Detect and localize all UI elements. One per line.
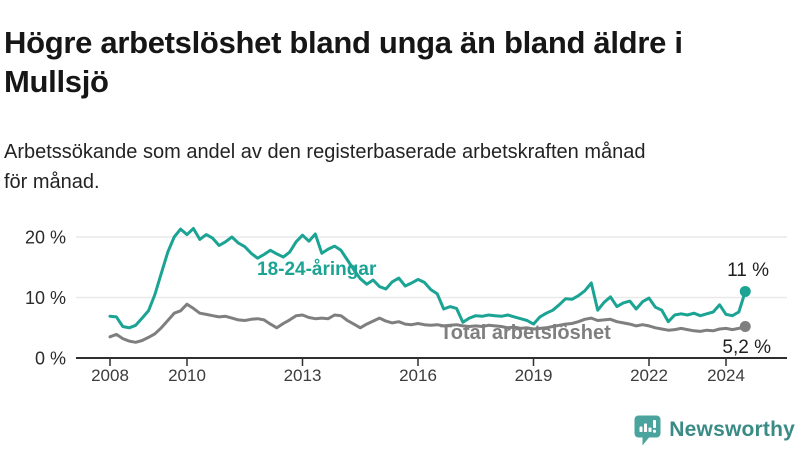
y-axis-tick-label: 0 % bbox=[35, 349, 66, 369]
y-axis-tick-label: 10 % bbox=[25, 288, 66, 308]
series-line-total bbox=[108, 302, 747, 344]
x-axis-tick-label: 2024 bbox=[707, 366, 745, 385]
series-end-dot-youth bbox=[739, 285, 751, 297]
line-chart: 0 % 10 % 20 % 2008 2010 2013 2016 2019 2022 2024 1… bbox=[0, 210, 800, 400]
end-value-label-total: 5,2 % bbox=[722, 337, 771, 358]
series-end-dot-total bbox=[739, 321, 751, 333]
x-axis-tick-label: 2013 bbox=[284, 366, 322, 385]
series-label-total: Total arbetslöshet bbox=[440, 322, 611, 344]
newsworthy-logo: Newsworthy bbox=[634, 413, 795, 447]
chart-speech-bubble-icon bbox=[634, 415, 661, 445]
x-axis-tick-label: 2019 bbox=[515, 366, 553, 385]
y-axis-tick-label: 20 % bbox=[25, 228, 66, 248]
logo-wordmark: Newsworthy bbox=[669, 418, 795, 441]
chart-canvas: 0 % 10 % 20 % 2008 2010 2013 2016 2019 2022 2024 1… bbox=[25, 227, 787, 385]
x-axis-tick-label: 2022 bbox=[630, 366, 668, 385]
end-value-label-youth: 11 % bbox=[727, 260, 769, 281]
x-axis-tick-label: 2016 bbox=[399, 366, 437, 385]
x-axis-tick-label: 2010 bbox=[168, 366, 206, 385]
chart-subtitle: Arbetssökande som andel av den registerb… bbox=[4, 141, 646, 193]
series-line-youth bbox=[108, 227, 747, 330]
x-axis-tick-label: 2008 bbox=[91, 366, 129, 385]
page-title: Högre arbetslöshet bland unga än bland ä… bbox=[4, 24, 683, 100]
series-label-youth: 18-24-åringar bbox=[257, 259, 377, 280]
